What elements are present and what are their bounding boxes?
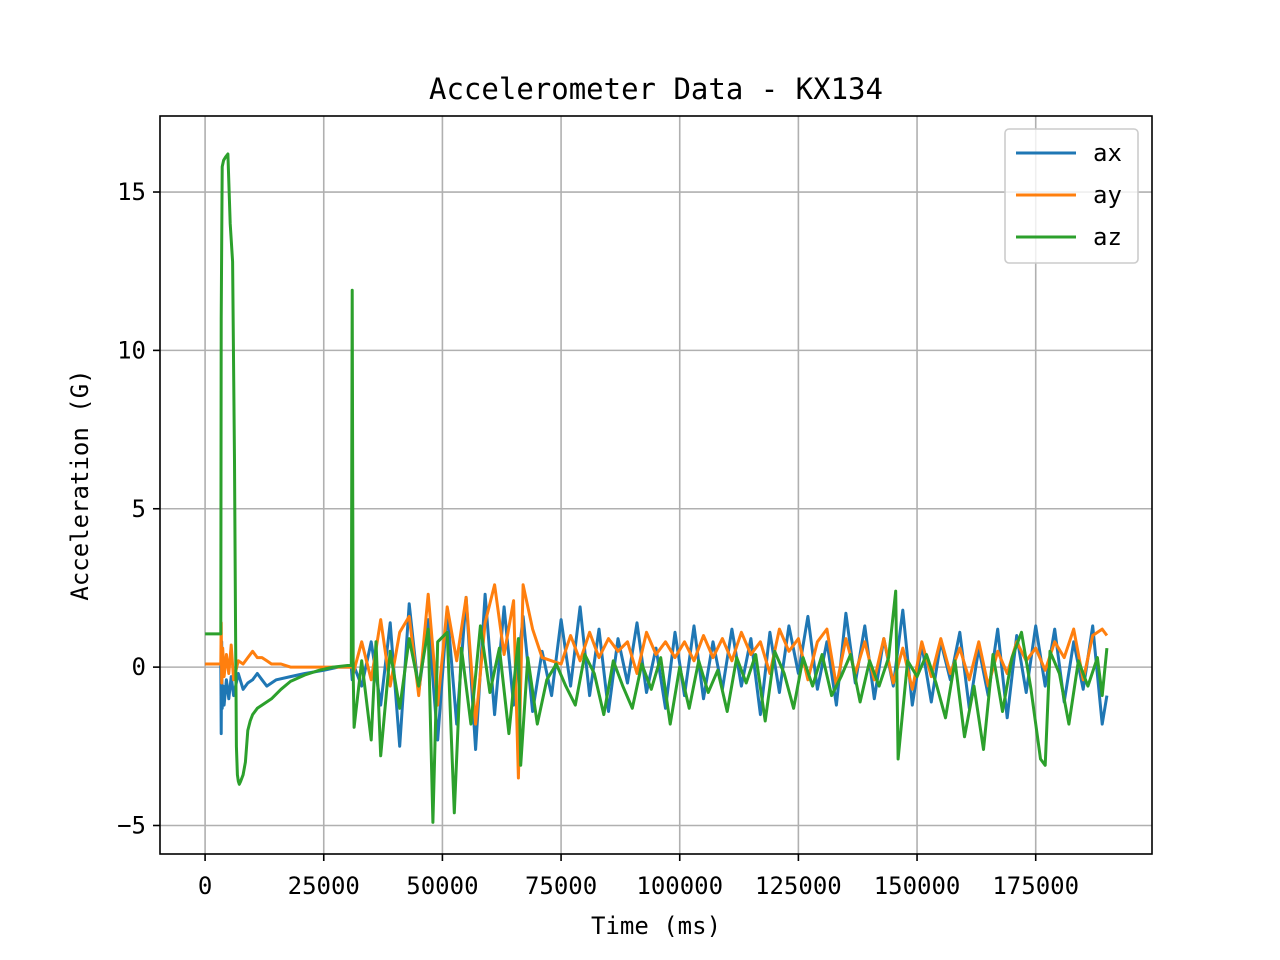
x-tick-label: 25000: [288, 872, 360, 900]
x-axis-label: Time (ms): [591, 912, 721, 940]
x-tick-label: 150000: [874, 872, 961, 900]
x-tick-label: 0: [198, 872, 212, 900]
series-line-ay: [205, 583, 1109, 780]
y-tick-label: 15: [117, 178, 146, 206]
x-tick-label: 75000: [525, 872, 597, 900]
x-tick-label: 50000: [406, 872, 478, 900]
plot-frame: [159, 115, 1153, 855]
chart-title: Accelerometer Data - KX134: [429, 72, 883, 106]
x-tick-label: 100000: [636, 872, 723, 900]
y-tick-label: 0: [132, 653, 146, 681]
legend: ax ay az: [1004, 128, 1139, 264]
x-tick-label: 175000: [992, 872, 1079, 900]
x-tick-label: 125000: [755, 872, 842, 900]
y-tick-label: 10: [117, 336, 146, 364]
series-line-az: [205, 152, 1109, 824]
legend-label-ay: ay: [1093, 181, 1122, 209]
axis-ticks: 0 25000 50000 75000 100000 125000 150000 175000…: [117, 178, 1079, 900]
y-tick-label: −5: [117, 811, 146, 839]
legend-label-ax: ax: [1093, 139, 1122, 167]
legend-label-az: az: [1093, 223, 1122, 251]
y-axis-label: Acceleration (G): [66, 369, 94, 600]
y-tick-label: 5: [132, 495, 146, 523]
series-lines: [205, 152, 1109, 824]
